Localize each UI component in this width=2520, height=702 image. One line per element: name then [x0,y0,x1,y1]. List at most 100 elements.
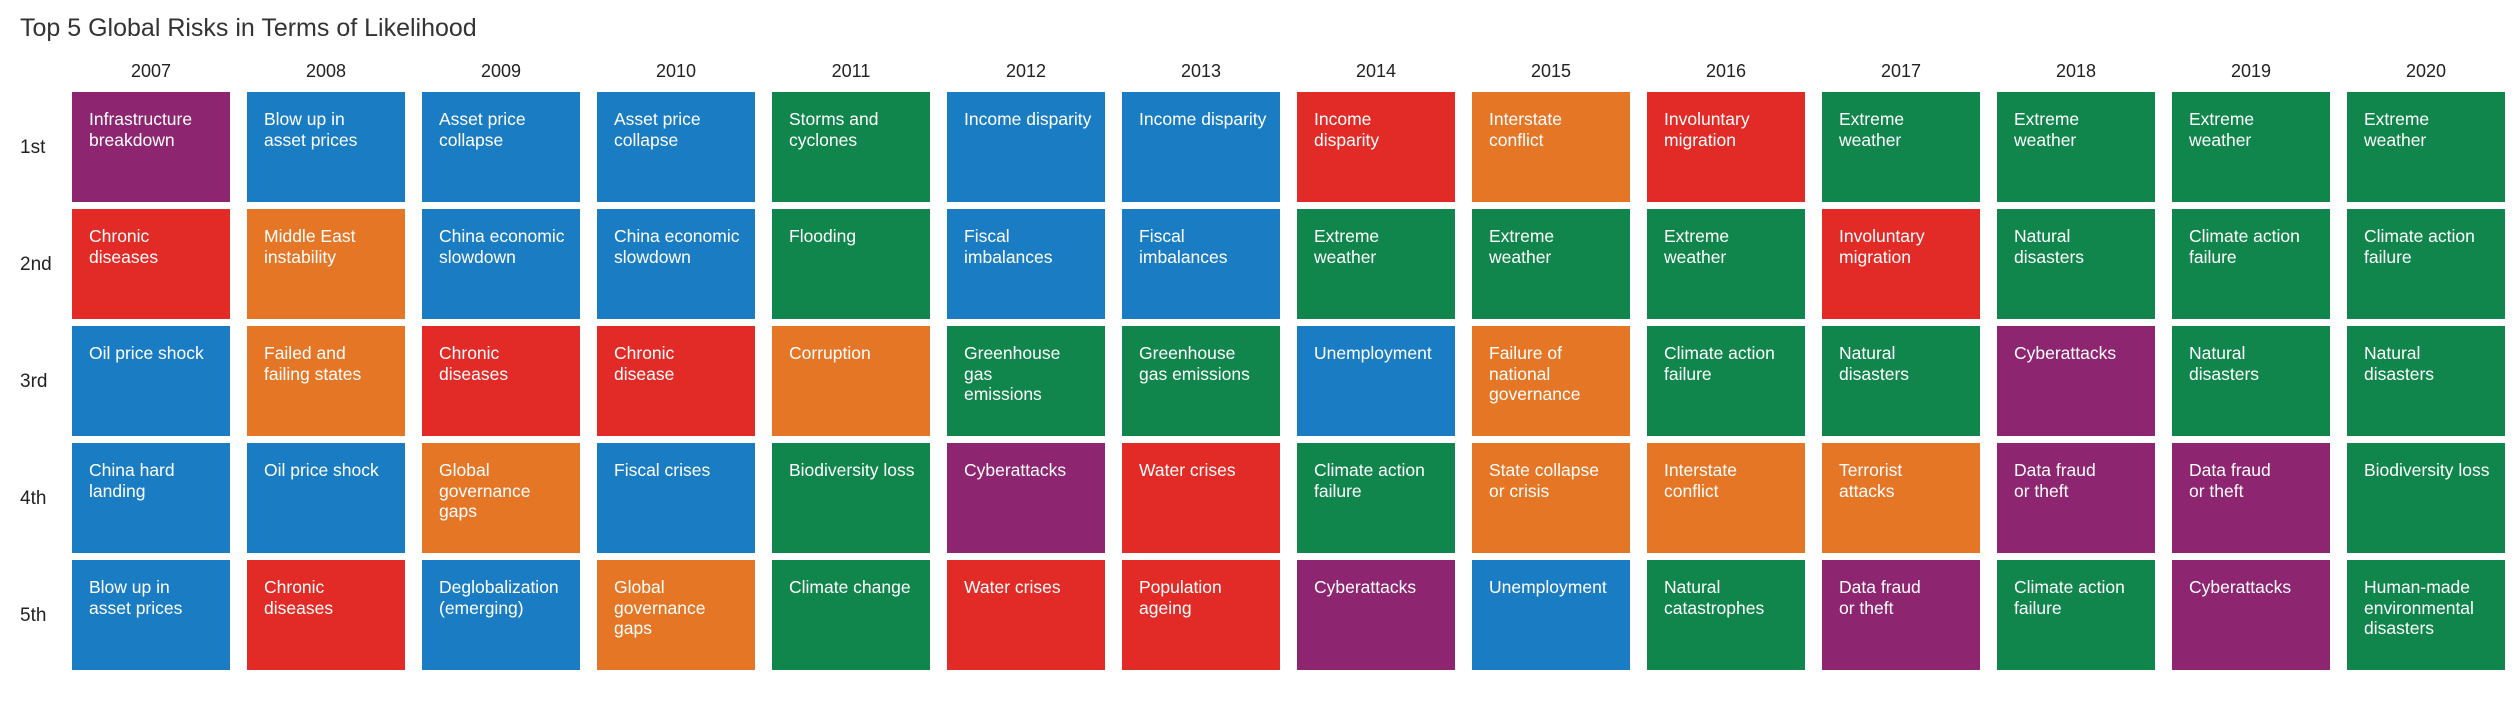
risk-cell-text: emissions [964,384,1042,404]
risk-cell-text: breakdown [89,129,175,150]
risk-cell-text: Water crises [964,577,1061,597]
risk-cell: Extreme weather [1647,209,1805,319]
risk-cell-text: Asset price [439,109,526,129]
risk-cell-text: Middle East [264,226,356,246]
risk-cell-text: Extreme [1839,109,1905,129]
risk-cell: Blow up in asset prices [247,92,405,202]
risk-cell-text: disparity [1314,129,1380,150]
risk-cell: China hard landing [72,443,230,553]
risk-cell-text: China hard [89,460,175,480]
risk-cell-text: Flooding [789,226,857,246]
risk-cell-text: China economic [614,226,740,246]
risk-cell-text: ageing [1139,597,1192,618]
risk-cell-text: Chronic [89,226,150,246]
risk-cell-text: Natural [1664,577,1721,597]
risk-cell: Interstate conflict [1647,443,1805,553]
risk-cell-text: catastrophes [1664,597,1765,618]
risk-cell-text: disease [614,363,675,384]
risk-cell: Deglobalization (emerging) [422,560,580,670]
risk-cell-text: governance [1489,384,1581,404]
risk-cell-text: Greenhouse [1139,343,1236,363]
risk-cell: Corruption [772,326,930,436]
risk-cell-text: Greenhouse gas [964,343,1061,384]
risk-cell: Blow up in asset prices [72,560,230,670]
risk-cell-text: Involuntary [1839,226,1925,246]
risk-cell-text: collapse [614,129,679,150]
risk-cell: Climate action failure [1647,326,1805,436]
risk-cell-text: national [1489,363,1551,384]
risk-cell: Climate action failure [1297,443,1455,553]
risk-cell-text: slowdown [614,246,691,267]
risk-cell-text: Income [1314,109,1372,129]
risk-cell-text: Extreme [2364,109,2430,129]
risk-cell-text: weather [1314,246,1377,267]
risk-cell: Population ageing [1122,560,1280,670]
risk-cell: Unemployment [1297,326,1455,436]
risk-cell-text: Blow up in [89,577,170,597]
risk-cell-text: asset prices [264,129,358,150]
risk-cell-text: Involuntary [1664,109,1750,129]
risk-cell-text: China economic [439,226,565,246]
risk-cell-text: Interstate [1664,460,1737,480]
year-label: 2011 [831,61,871,81]
risk-cell: Data fraud or theft [1997,443,2155,553]
risk-cell: Natural disasters [1822,326,1980,436]
risk-cell-text: Deglobalization [439,577,559,597]
risk-cell-text: Climate action [1664,343,1775,363]
risk-cell: Biodiversity loss [772,443,930,553]
risk-cell: Terrorist attacks [1822,443,1980,553]
year-label: 2012 [1005,61,1047,81]
year-label: 2009 [480,61,522,81]
risk-cell-text: Natural [2014,226,2071,246]
risk-cell: China economic slowdown [422,209,580,319]
risk-cell: Failed and failing states [247,326,405,436]
risk-cell-text: or theft [2014,480,2069,501]
risk-cell-text: disasters [2189,363,2260,384]
risk-cell: Climate action failure [2172,209,2330,319]
risk-cell-text: Corruption [789,343,871,363]
risk-cell-text: slowdown [439,246,516,267]
risk-cell-text: (emerging) [439,597,524,618]
risk-cell-text: Cyberattacks [964,460,1067,480]
risk-cell: Natural catastrophes [1647,560,1805,670]
risk-cell: Extreme weather [2172,92,2330,202]
risk-cell-text: Climate action [2364,226,2475,246]
risk-cell-text: Natural [2364,343,2421,363]
risk-cell-text: gaps [614,618,652,638]
risk-cell-text: imbalances [964,246,1053,267]
risk-cell: Income disparity [1122,92,1280,202]
risk-cell: Extreme weather [2347,92,2505,202]
risk-cell-text: Biodiversity loss [2364,460,2490,480]
risk-cell: Climate action failure [2347,209,2505,319]
risk-cell-text: State collapse [1489,460,1599,480]
year-label: 2010 [655,61,697,81]
risk-cell: Oil price shock [247,443,405,553]
risk-cell: Asset price collapse [422,92,580,202]
risk-cell: Cyberattacks [1997,326,2155,436]
risk-cell-text: weather [2189,129,2252,150]
risk-cell-text: Chronic [439,343,500,363]
risk-cell: Fiscal crises [597,443,755,553]
risk-cell-text: failure [2189,246,2237,267]
risk-cell-text: failure [1314,480,1362,501]
risk-cell-text: diseases [89,246,159,267]
risk-cell-text: Climate action [2014,577,2125,597]
risk-cell: Chronic diseases [422,326,580,436]
year-label: 2013 [1180,61,1222,81]
risk-cell: Water crises [947,560,1105,670]
chart-title: Top 5 Global Risks in Terms of Likelihoo… [20,14,477,42]
risk-cell: Chronic disease [597,326,755,436]
risk-cell: Fiscal imbalances [1122,209,1280,319]
risk-cell-text: migration [1664,129,1736,150]
risk-cell-text: failure [2364,246,2412,267]
rank-label: 3rd [20,371,48,392]
risk-cell-text: failure [1664,363,1712,384]
risk-cell-text: Extreme [1664,226,1730,246]
risk-cell: Income disparity [947,92,1105,202]
risk-cell-text: Data fraud [2189,460,2271,480]
risk-cell: Cyberattacks [2172,560,2330,670]
rank-label: 5th [20,605,47,626]
risk-cell: Climate change [772,560,930,670]
risk-cell-text: Human-made [2364,577,2471,597]
risk-cell-text: weather [2364,129,2427,150]
